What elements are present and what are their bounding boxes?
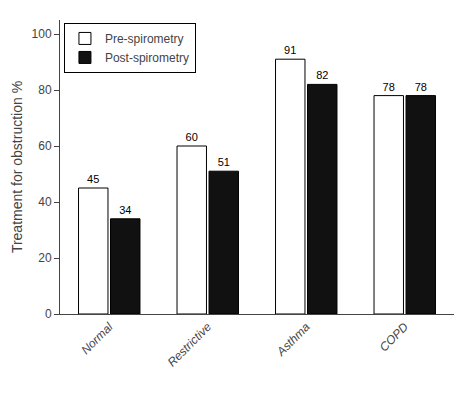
svg-text:91: 91 xyxy=(284,44,296,56)
svg-text:80: 80 xyxy=(38,83,52,97)
svg-text:78: 78 xyxy=(383,81,395,93)
svg-text:51: 51 xyxy=(218,156,230,168)
svg-text:Post-spirometry: Post-spirometry xyxy=(105,51,189,65)
svg-text:Pre-spirometry: Pre-spirometry xyxy=(105,32,184,46)
svg-text:0: 0 xyxy=(45,307,52,321)
svg-text:82: 82 xyxy=(316,69,328,81)
svg-text:40: 40 xyxy=(38,195,52,209)
svg-text:45: 45 xyxy=(87,173,99,185)
svg-text:Restrictive: Restrictive xyxy=(165,320,215,370)
svg-text:COPD: COPD xyxy=(377,320,412,355)
svg-text:60: 60 xyxy=(38,139,52,153)
svg-text:Asthma: Asthma xyxy=(273,320,313,360)
svg-text:20: 20 xyxy=(38,251,52,265)
svg-text:Treatment for obstruction %: Treatment for obstruction % xyxy=(9,81,25,253)
svg-text:78: 78 xyxy=(415,81,427,93)
svg-text:Normal: Normal xyxy=(78,320,115,357)
svg-text:34: 34 xyxy=(119,204,131,216)
svg-text:100: 100 xyxy=(32,27,52,41)
svg-text:60: 60 xyxy=(186,131,198,143)
